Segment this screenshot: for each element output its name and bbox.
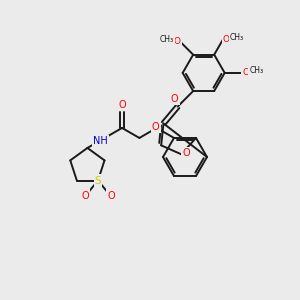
Text: CH₃: CH₃ [250, 66, 264, 75]
Text: O: O [107, 190, 115, 200]
Text: O: O [118, 100, 126, 110]
Text: CH₃: CH₃ [230, 33, 244, 42]
Text: O: O [174, 38, 181, 46]
Text: S: S [95, 176, 101, 185]
Text: O: O [242, 68, 249, 77]
Text: CH₃: CH₃ [159, 35, 173, 44]
Text: O: O [223, 34, 230, 43]
Text: O: O [152, 122, 160, 132]
Text: O: O [81, 190, 89, 200]
Text: NH: NH [93, 136, 108, 146]
Text: O: O [182, 148, 190, 158]
Text: O: O [171, 94, 178, 103]
